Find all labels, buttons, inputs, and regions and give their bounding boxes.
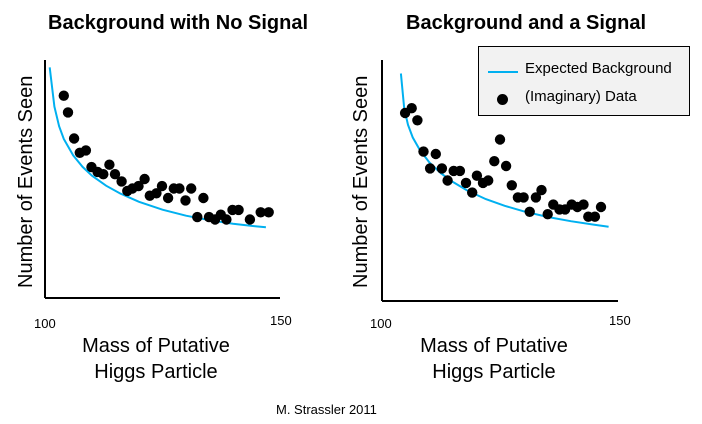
chart-2-expected-background-curve [399,73,609,228]
chart-2-data-point [542,209,553,220]
chart-1-data-point [58,90,69,101]
chart-1-data-point [192,211,203,223]
chart-2-data-point [500,160,512,172]
chart-1-data-point [109,169,121,180]
chart-1-data-point [151,188,162,199]
chart-1-data-point [233,204,244,216]
chart-2-x-axis-label: Mass of Putative Higgs Particle [384,333,604,385]
chart-1-data-point [244,214,256,225]
chart-2-data-point [506,180,517,191]
chart-2-data-point [412,115,423,126]
chart-2-data-point [460,177,472,189]
chart-2-x-axis-label-line-1: Mass of Putative [420,335,568,357]
legend: Expected Background (Imaginary) Data [478,46,690,116]
legend-label-background: Expected Background [525,60,672,77]
chart-1-title: Background with No Signal [48,12,309,34]
chart-1-x-tick-min: 100 [34,316,56,331]
chart-1-data-point [98,169,109,180]
chart-2-data-point [536,184,547,196]
chart-2-data-point [483,175,494,186]
chart-2-data-point [595,201,607,213]
chart-2-x-axis-label-line-2: Higgs Particle [432,361,556,383]
chart-1-data-point [162,192,174,204]
legend-data-dot-swatch [497,94,508,105]
legend-background-line-swatch [488,71,518,73]
chart-1-x-axis-label-line-1: Mass of Putative [82,335,230,357]
chart-1-data-point [139,173,150,185]
chart-1-data-point [174,183,185,194]
chart-2-data-point [530,192,542,203]
chart-1-x-axis-label: Mass of Putative Higgs Particle [46,333,266,385]
chart-2-data-point [578,199,589,210]
chart-1-data-point [133,180,144,192]
chart-1-data-point [104,159,115,170]
chart-2-data-point [494,134,506,145]
chart-2-data-point [430,148,441,160]
chart-2-data-point [471,170,483,181]
chart-2-data-point [489,156,500,167]
chart-2-data-point [436,163,448,174]
chart-2-data-point [524,206,535,217]
chart-2-title: Background and a Signal [406,12,647,34]
chart-2-x-tick-max: 150 [609,313,631,328]
chart-1-data-point [68,133,80,144]
chart-2-data-point [424,163,436,174]
chart-2-data-point [454,165,466,177]
chart-1-data-point [263,207,274,218]
chart-2-data-point [418,146,429,157]
chart-2-data-point [589,211,601,222]
chart-1-data-point [198,192,209,204]
chart-1-data-point [255,207,266,218]
chart-2-data-point [442,175,453,186]
chart-1-data-point [180,195,191,206]
chart-1-expected-background-curve [48,67,266,229]
chart-1-data-point [80,145,92,156]
chart-1-x-tick-max: 150 [270,313,292,328]
chart-1-data-point [221,214,232,225]
legend-label-data: (Imaginary) Data [525,88,637,105]
author-credit: M. Strassler 2011 [276,402,377,417]
chart-1-x-axis-label-line-2: Higgs Particle [94,361,218,383]
chart-1-data-point [62,107,74,118]
chart-1-data-point [186,183,197,194]
chart-1-data-point [116,176,127,187]
chart-2-x-tick-min: 100 [370,316,392,331]
chart-1-data-point [156,180,168,192]
chart-2-data-point [467,187,478,198]
chart-2-data-point [518,192,529,203]
chart-2-data-point [406,103,417,114]
